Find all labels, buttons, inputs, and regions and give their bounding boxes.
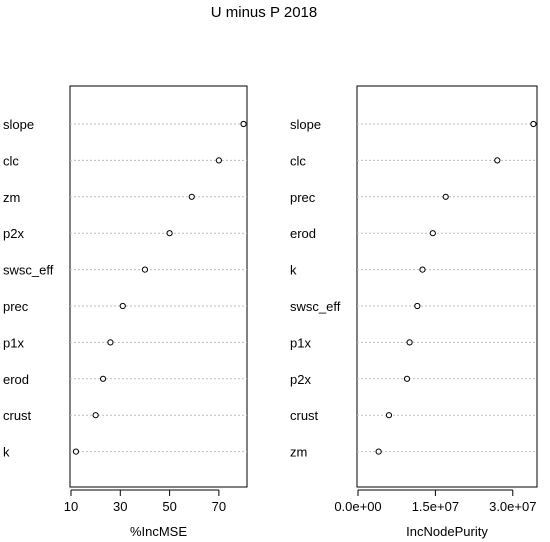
row-label: k bbox=[3, 445, 10, 460]
plot-frame bbox=[356, 85, 538, 488]
row-label: slope bbox=[290, 117, 321, 132]
x-axis-label: %IncMSE bbox=[130, 524, 187, 539]
data-point bbox=[166, 230, 173, 237]
row-label: clc bbox=[3, 153, 19, 168]
row-label: p2x bbox=[290, 372, 311, 387]
data-point bbox=[530, 120, 537, 128]
data-point bbox=[429, 230, 436, 237]
x-tick-label: 50 bbox=[162, 499, 176, 514]
data-point bbox=[414, 302, 421, 310]
data-point bbox=[141, 266, 149, 273]
x-tick-label: 70 bbox=[212, 499, 226, 514]
x-tick-label: 10 bbox=[64, 499, 78, 514]
row-label: clc bbox=[290, 153, 306, 168]
row-label: zm bbox=[290, 445, 307, 460]
plot-frame bbox=[69, 85, 248, 488]
data-point bbox=[240, 120, 247, 128]
panel-nodepurity: slope clc prec erod k swsc_eff p1x p2x crust zm 0.… bbox=[290, 85, 538, 539]
row-label: prec bbox=[290, 190, 316, 205]
data-point bbox=[215, 157, 222, 164]
row-label: p1x bbox=[290, 335, 311, 350]
data-point bbox=[494, 157, 501, 164]
figure-title: U minus P 2018 bbox=[211, 4, 317, 21]
data-point bbox=[419, 266, 426, 273]
data-point bbox=[375, 448, 382, 455]
row-label: erod bbox=[290, 226, 316, 241]
row-label: crust bbox=[3, 408, 32, 423]
row-label: p1x bbox=[3, 335, 24, 350]
row-label: crust bbox=[290, 408, 319, 423]
data-point bbox=[119, 302, 126, 310]
data-point bbox=[188, 193, 195, 200]
row-label: swsc_eff bbox=[3, 263, 54, 278]
data-point bbox=[107, 339, 114, 346]
row-label: k bbox=[290, 263, 297, 278]
data-point bbox=[406, 339, 413, 346]
data-point bbox=[403, 375, 411, 382]
x-axis-label: IncNodePurity bbox=[406, 524, 488, 539]
row-label: zm bbox=[3, 190, 20, 205]
chart-panels: slopeclczmp2xswsc_effprecp1xerodcrustk10… bbox=[3, 85, 538, 539]
data-point bbox=[99, 375, 107, 382]
row-label: prec bbox=[3, 299, 29, 314]
data-point bbox=[92, 412, 99, 419]
data-point bbox=[72, 448, 80, 455]
row-label: slope bbox=[3, 117, 34, 132]
data-point bbox=[442, 193, 449, 200]
row-label: swsc_eff bbox=[290, 299, 341, 314]
x-tick-label: 30 bbox=[113, 499, 127, 514]
row-label: erod bbox=[3, 372, 29, 387]
row-label: p2x bbox=[3, 226, 24, 241]
x-tick-label: 1.5e+07 bbox=[412, 499, 459, 514]
x-tick-label: 3.0e+07 bbox=[489, 499, 536, 514]
data-point bbox=[385, 412, 393, 419]
x-tick-label: 0.0e+00 bbox=[334, 499, 381, 514]
